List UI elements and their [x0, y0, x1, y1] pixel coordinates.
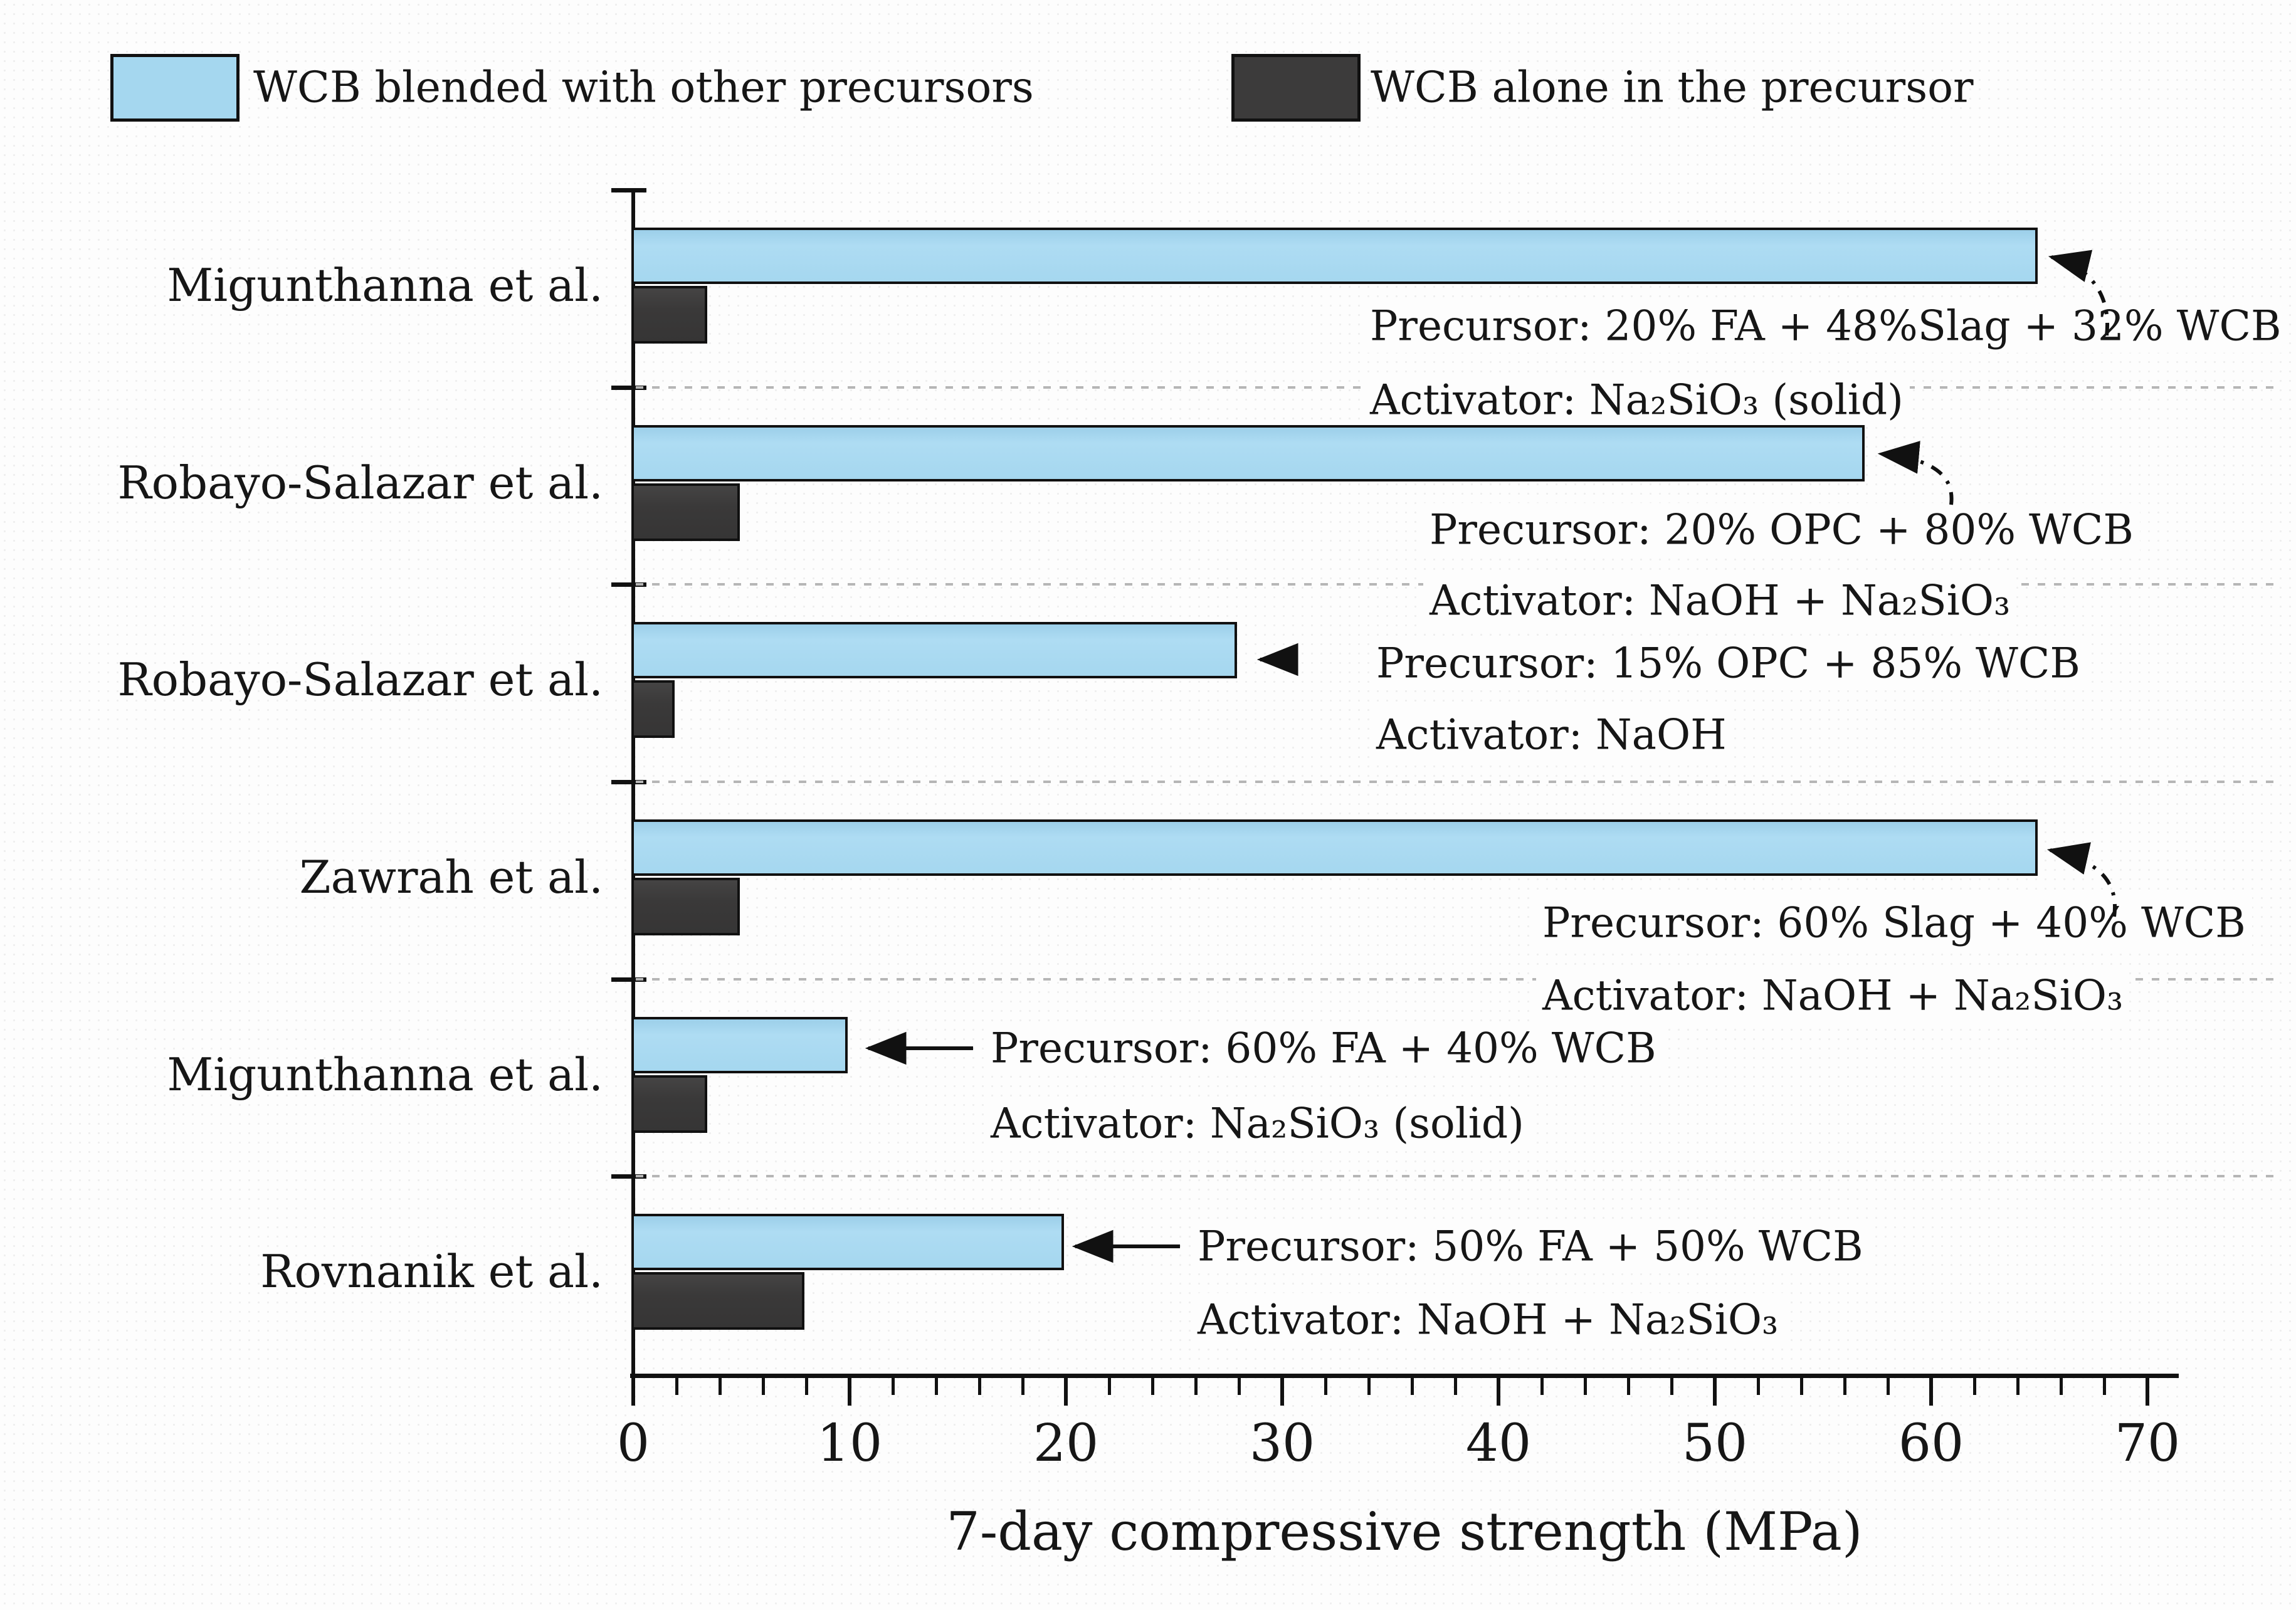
x-tick-minor	[1367, 1378, 1371, 1395]
legend-label-alone: WCB alone in the precursor	[1371, 63, 1974, 113]
x-tick-major-70	[2146, 1378, 2149, 1406]
x-tick-minor	[1843, 1378, 1846, 1395]
x-tick-label-30: 30	[1249, 1414, 1315, 1473]
x-tick-minor	[1757, 1378, 1760, 1395]
category-label-6: Rovnanik et al.	[260, 1245, 603, 1298]
annotation-activator-6: Activator: NaOH + Na₂SiO₃	[1191, 1293, 1785, 1347]
bar-blended-1	[631, 228, 2038, 284]
x-tick-label-20: 20	[1033, 1414, 1099, 1473]
annotation-activator-3: Activator: NaOH	[1370, 708, 1733, 762]
x-tick-minor	[1324, 1378, 1327, 1395]
y-axis-group-tick	[611, 582, 646, 587]
x-tick-minor	[805, 1378, 808, 1395]
annotation-activator-4: Activator: NaOH + Na₂SiO₃	[1536, 969, 2130, 1023]
annotation-precursor-3: Precursor: 15% OPC + 85% WCB	[1370, 636, 2087, 690]
x-tick-major-10	[848, 1378, 851, 1406]
x-tick-label-50: 50	[1682, 1414, 1748, 1473]
x-tick-minor	[675, 1378, 678, 1395]
bar-wcb-alone-1	[631, 286, 707, 344]
legend-swatch-blended	[110, 54, 240, 122]
x-tick-minor	[1887, 1378, 1890, 1395]
x-tick-major-60	[1929, 1378, 1933, 1406]
group-separator-line	[636, 977, 2282, 981]
bar-blended-6	[631, 1214, 1064, 1270]
x-tick-major-30	[1280, 1378, 1284, 1406]
x-tick-label-0: 0	[616, 1414, 650, 1473]
annotation-precursor-5: Precursor: 60% FA + 40% WCB	[984, 1021, 1663, 1075]
category-label-3: Robayo-Salazar et al.	[117, 653, 603, 706]
x-tick-minor	[1800, 1378, 1803, 1395]
x-tick-minor	[1194, 1378, 1198, 1395]
annotation-activator-2: Activator: NaOH + Na₂SiO₃	[1423, 574, 2017, 628]
group-separator-line	[636, 1175, 2282, 1178]
x-tick-minor	[978, 1378, 981, 1395]
annotation-precursor-2: Precursor: 20% OPC + 80% WCB	[1423, 503, 2140, 557]
group-separator-line	[636, 781, 2282, 783]
x-tick-minor	[1411, 1378, 1414, 1395]
annotation-precursor-6: Precursor: 50% FA + 50% WCB	[1191, 1219, 1870, 1273]
x-tick-major-40	[1497, 1378, 1500, 1406]
x-tick-minor	[1454, 1378, 1457, 1395]
bar-blended-5	[631, 1017, 848, 1073]
x-tick-minor	[1627, 1378, 1630, 1395]
x-tick-minor	[1584, 1378, 1587, 1395]
bar-wcb-alone-4	[631, 878, 740, 935]
annotation-precursor-1: Precursor: 20% FA + 48%Slag + 32% WCB	[1364, 299, 2288, 353]
legend-swatch-alone	[1231, 54, 1361, 122]
bar-blended-2	[631, 425, 1865, 481]
x-tick-label-60: 60	[1898, 1414, 1964, 1473]
category-label-2: Robayo-Salazar et al.	[117, 456, 603, 509]
bar-wcb-alone-2	[631, 483, 740, 541]
x-tick-minor	[1151, 1378, 1154, 1395]
x-tick-minor	[2016, 1378, 2020, 1395]
x-tick-minor	[1973, 1378, 1976, 1395]
annotation-precursor-4: Precursor: 60% Slag + 40% WCB	[1536, 896, 2252, 950]
x-tick-major-0	[631, 1378, 635, 1406]
x-tick-label-70: 70	[2114, 1414, 2181, 1473]
arrow-group-2	[1877, 441, 1954, 505]
x-tick-label-40: 40	[1465, 1414, 1532, 1473]
category-label-5: Migunthanna et al.	[167, 1048, 603, 1101]
y-axis-group-tick	[611, 977, 646, 982]
x-tick-minor	[1540, 1378, 1544, 1395]
x-tick-minor	[1021, 1378, 1024, 1395]
x-tick-minor	[2103, 1378, 2106, 1395]
y-axis-group-tick	[611, 385, 646, 390]
bar-wcb-alone-6	[631, 1272, 804, 1330]
x-tick-label-10: 10	[816, 1414, 883, 1473]
x-axis-title: 7-day compressive strength (MPa)	[946, 1501, 1863, 1562]
y-axis-group-tick	[611, 188, 646, 192]
y-axis-group-tick	[611, 780, 646, 784]
x-tick-minor	[1670, 1378, 1673, 1395]
category-label-1: Migunthanna et al.	[167, 259, 603, 312]
annotation-activator-1: Activator: Na₂SiO₃ (solid)	[1364, 373, 1910, 427]
x-tick-minor	[2060, 1378, 2063, 1395]
x-tick-minor	[1108, 1378, 1111, 1395]
x-tick-major-50	[1713, 1378, 1717, 1406]
y-axis-group-tick	[611, 1174, 646, 1179]
category-label-4: Zawrah et al.	[299, 851, 603, 903]
x-tick-minor	[935, 1378, 938, 1395]
x-tick-minor	[719, 1378, 722, 1395]
x-tick-minor	[1238, 1378, 1241, 1395]
x-axis-line	[630, 1374, 2179, 1378]
bar-blended-3	[631, 622, 1237, 678]
bar-wcb-alone-5	[631, 1075, 707, 1133]
x-tick-minor	[892, 1378, 895, 1395]
x-tick-major-20	[1064, 1378, 1068, 1406]
legend-label-blended: WCB blended with other precursors	[253, 63, 1034, 113]
annotation-activator-5: Activator: Na₂SiO₃ (solid)	[984, 1097, 1530, 1150]
bar-wcb-alone-3	[631, 680, 675, 738]
bar-blended-4	[631, 819, 2038, 876]
x-tick-minor	[762, 1378, 765, 1395]
